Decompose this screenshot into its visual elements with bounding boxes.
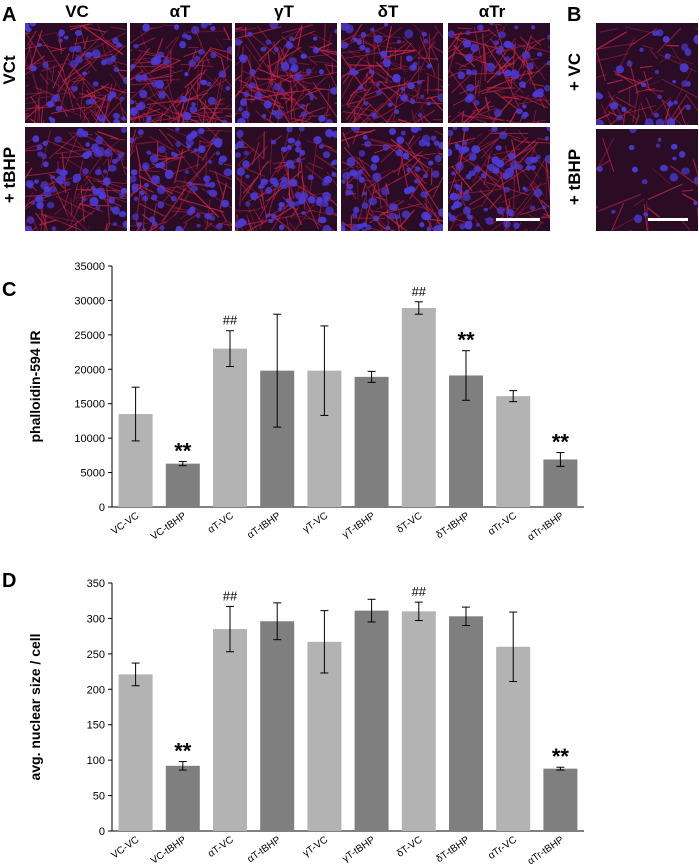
panel-a-column-label-gt: γT [274,2,294,21]
x-tick-label: γT-tBHP [341,510,378,541]
panel-b-row-label-vc: + VC [565,52,584,92]
chart-d-nuclear-size: 0 50 100 150 200 250 300 350 avg. nuclear size /… [27,578,584,867]
y-tick-label: 10000 [74,433,105,445]
y-axis-label: avg. nuclear size / cell [27,633,43,780]
x-tick-label: δT-VC [395,510,425,535]
panel-a-column-label-vc: VC [65,2,89,21]
significance-label-2: ** [174,739,192,764]
panel-a-row-label-vct: VCt [0,55,19,85]
bar-9 [496,396,531,507]
y-axis-label: phalloidin-594 IR [27,330,43,442]
significance-label-8: ** [457,328,475,353]
y-tick-label: 300 [87,613,105,625]
micrograph-b-vc [596,23,698,125]
x-tick-label: αTr-VC [486,510,519,537]
panel-label-a: A [2,4,17,26]
significance-label-3: ## [223,588,238,603]
x-tick-label: γT-tBHP [341,834,378,865]
y-tick-label: 15000 [74,399,105,411]
panel-a-column-label-at: αT [169,2,191,21]
bar-6 [354,610,389,831]
bar-6 [354,376,389,507]
micrograph-vct-gt [235,23,337,123]
x-tick-label: γT-VC [301,510,330,535]
bar-3 [213,348,247,507]
y-tick-label: 100 [87,755,105,767]
x-tick-label: δT-VC [395,834,425,859]
micrograph-tbhp-dt [341,127,443,231]
panel-label-c: C [2,279,17,301]
x-tick-label: αTr-tBHP [526,510,567,543]
micrograph-vct-dt [341,23,443,123]
panel-label-d: D [2,570,17,592]
bar-7 [401,611,436,831]
y-tick-label: 30000 [74,295,105,307]
panel-b-row-label-tbhp: + tBHP [565,148,584,206]
significance-label-3: ## [223,313,238,328]
y-tick-label: 5000 [81,468,105,480]
panel-label-b: B [567,4,582,26]
y-tick-label: 0 [99,502,105,514]
micrograph-tbhp-at [130,127,232,231]
x-tick-label: δT-tBHP [434,834,472,865]
bar-10 [543,768,578,831]
y-tick-label: 150 [87,720,105,732]
chart-c-phalloidin: 0 5000 10000 15000 20000 25000 30000 35000 phall… [27,261,584,543]
bar-4 [260,621,295,831]
y-tick-label: 200 [87,684,105,696]
significance-label-10: ** [552,744,570,769]
bar-7 [401,308,436,507]
panel-a-row-label-tbhp: + tBHP [0,146,19,204]
x-tick-label: αTr-tBHP [526,834,567,867]
bar-8 [449,616,483,831]
x-tick-label: αT-VC [206,834,236,859]
y-tick-label: 350 [87,578,105,590]
micrograph-b-tbhp [596,129,698,231]
y-tick-label: 0 [99,826,105,838]
x-tick-label: VC-tBHP [149,510,189,542]
y-tick-label: 35000 [74,261,105,273]
micrograph-tbhp-gt [235,127,337,231]
x-tick-label: αTr-VC [486,834,519,861]
micrograph-vct-at [130,23,232,123]
bar-2 [165,765,200,831]
y-tick-label: 50 [93,791,105,803]
significance-label-7: ## [412,584,427,599]
significance-label-7: ## [412,284,427,299]
bar-1 [118,674,153,831]
panel-a-column-label-dt: δT [377,2,399,21]
micrograph-tbhp-vc [25,127,127,231]
x-tick-label: γT-VC [301,834,330,859]
y-tick-label: 250 [87,649,105,661]
x-tick-label: VC-VC [110,510,142,537]
bar-10 [543,459,578,507]
micrograph-vct-atr [448,23,550,123]
bar-2 [165,463,200,507]
x-tick-label: VC-VC [110,834,142,861]
x-tick-label: VC-tBHP [149,834,189,866]
significance-label-2: ** [174,439,192,464]
bar-3 [213,629,247,831]
x-tick-label: αT-VC [206,510,236,535]
panel-a-column-label-atr: αTr [478,2,506,21]
x-tick-label: δT-tBHP [434,510,472,541]
y-tick-label: 25000 [74,330,105,342]
y-tick-label: 20000 [74,364,105,376]
micrograph-vct-vc [25,23,127,123]
x-tick-label: αT-tBHP [245,510,283,541]
micrograph-tbhp-atr [448,127,550,231]
x-tick-label: αT-tBHP [245,834,283,865]
significance-label-10: ** [552,430,570,455]
